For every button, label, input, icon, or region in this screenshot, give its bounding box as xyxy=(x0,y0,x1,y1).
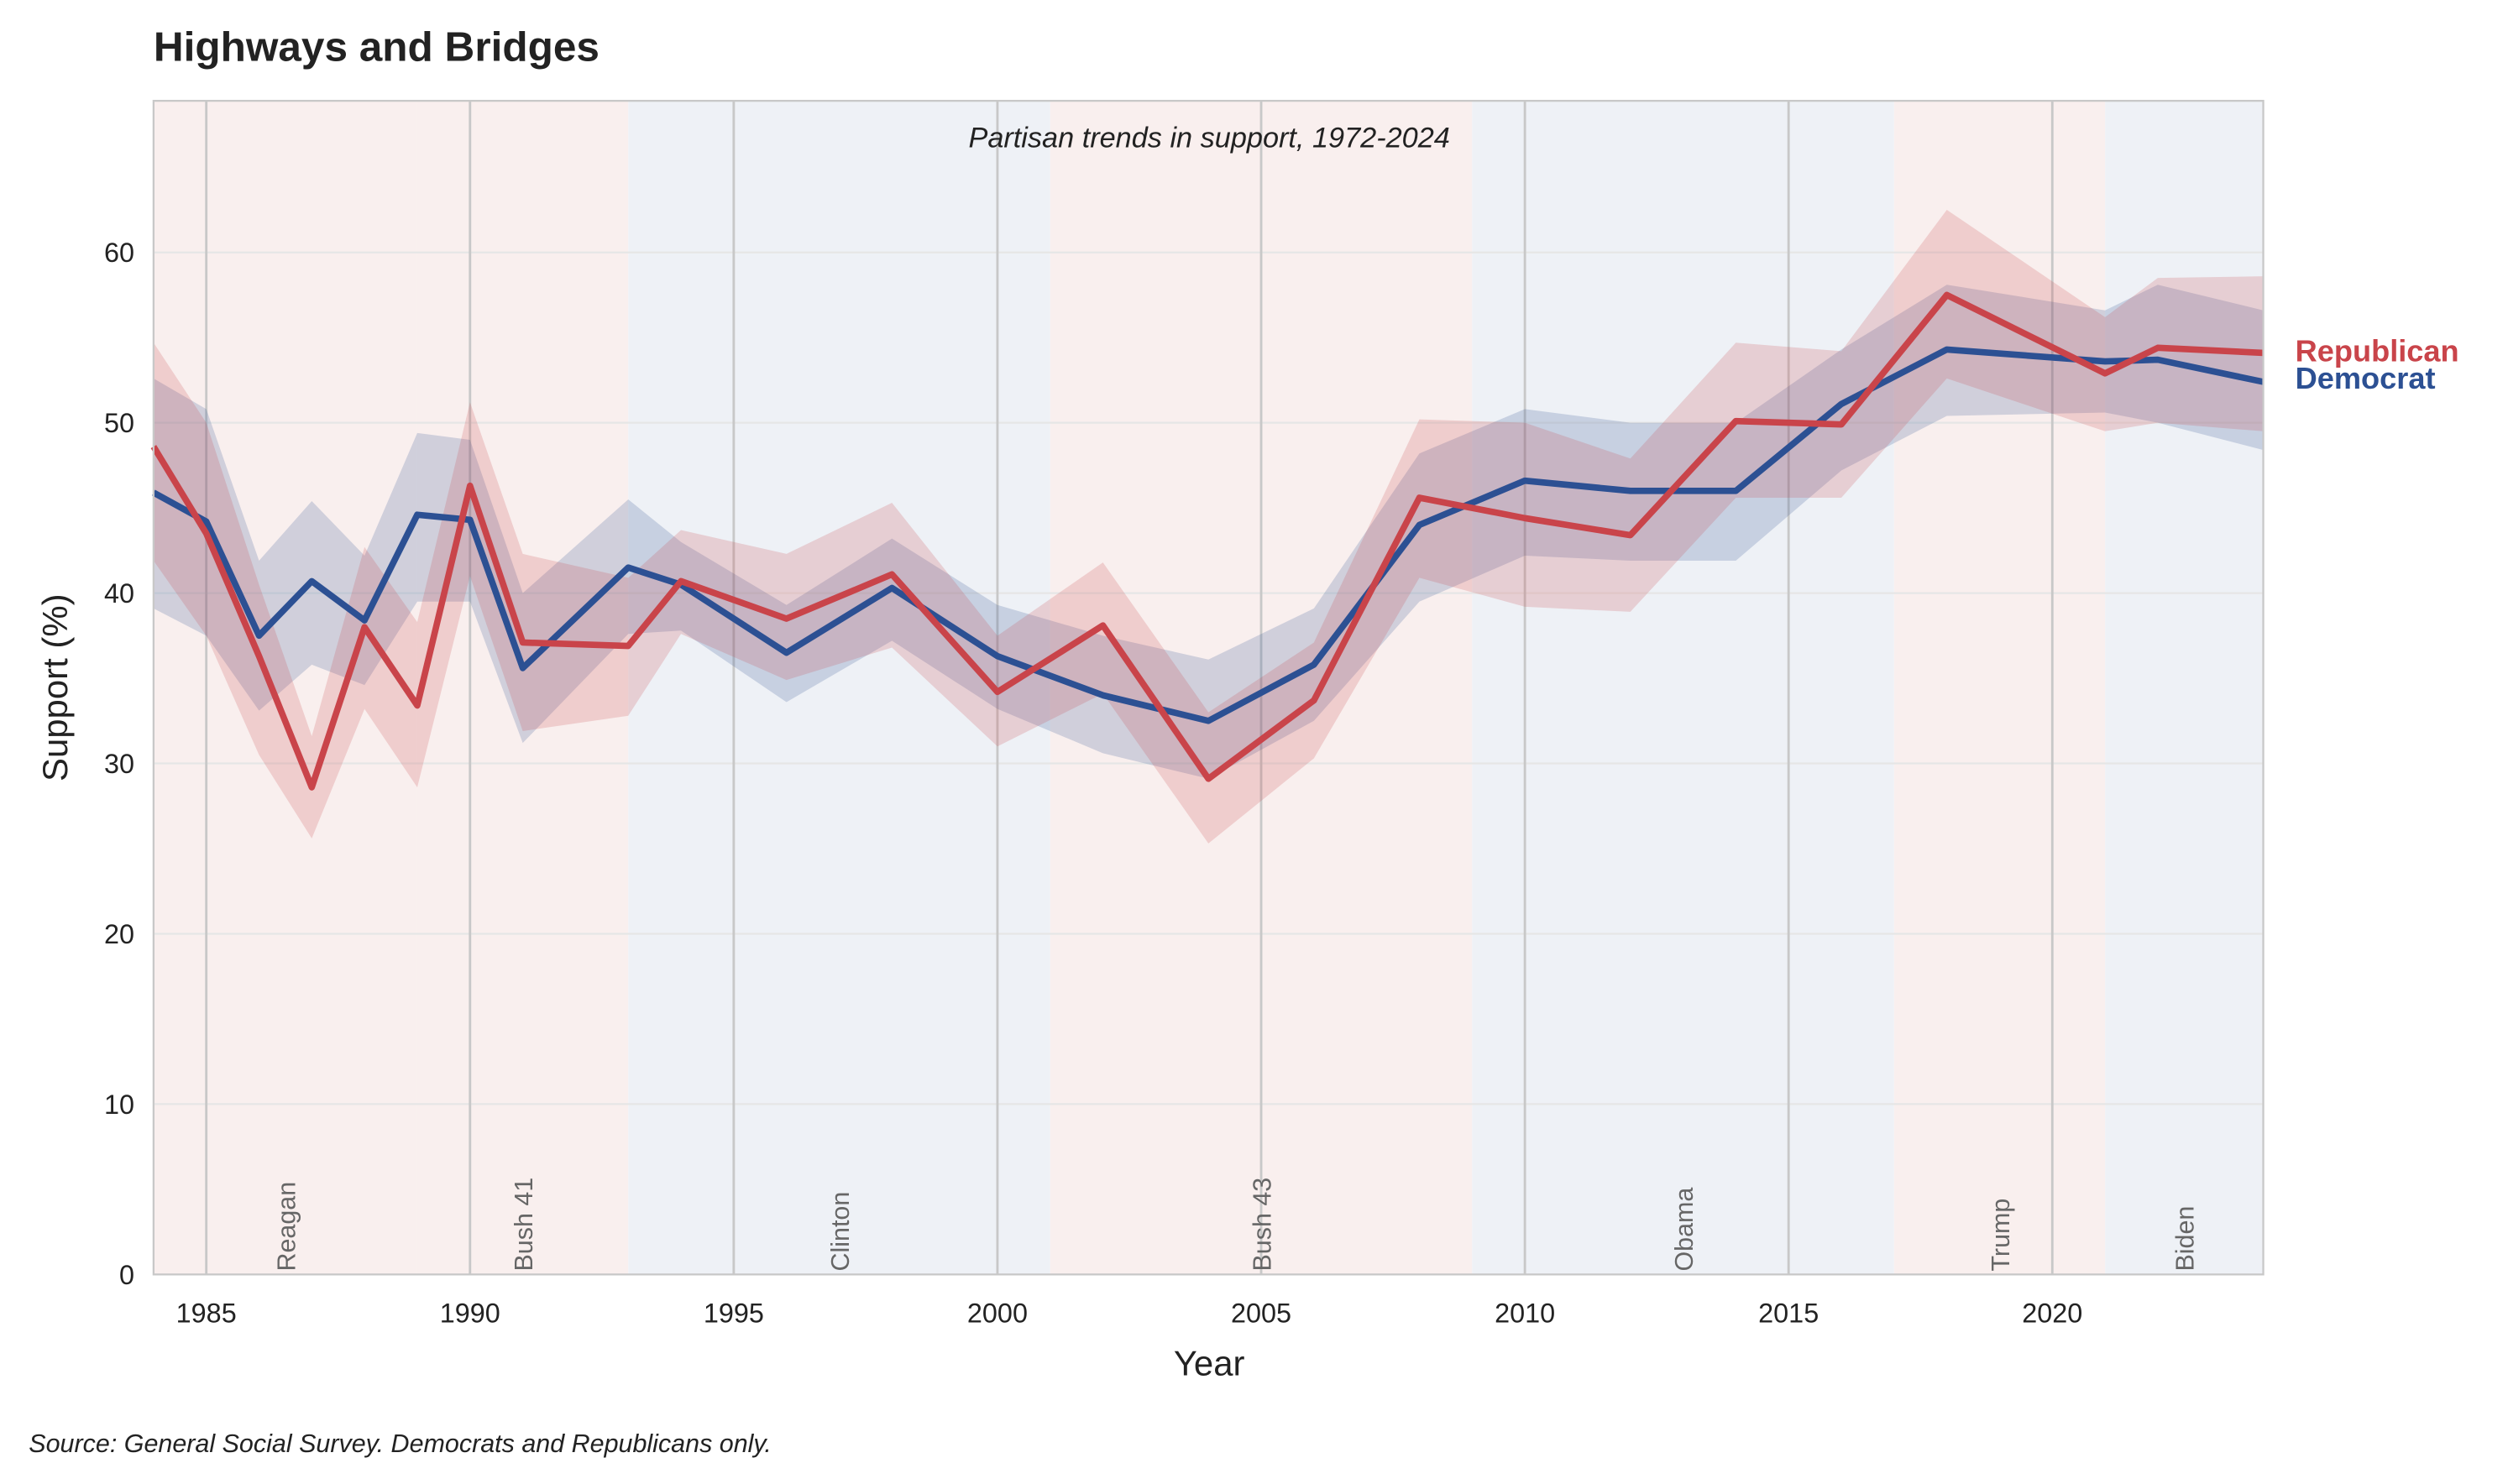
y-tick-label: 0 xyxy=(119,1260,134,1290)
legend-label-democrat: Democrat xyxy=(2296,361,2436,395)
presidency-label: Biden xyxy=(2171,1206,2200,1272)
x-axis-label: Year xyxy=(1174,1343,1245,1382)
presidency-band xyxy=(2105,101,2264,1275)
presidency-band xyxy=(416,101,629,1275)
chart-subtitle: Partisan trends in support, 1972-2024 xyxy=(968,122,1449,154)
plot-frame xyxy=(152,99,2265,1276)
series-lines xyxy=(150,291,2265,791)
y-tick-label: 10 xyxy=(104,1089,134,1120)
presidency-band xyxy=(1893,101,2106,1275)
presidency-label: Clinton xyxy=(826,1192,855,1272)
y-tick-label: 30 xyxy=(104,749,134,779)
y-tick-label: 50 xyxy=(104,408,134,438)
x-tick-label: 2020 xyxy=(2022,1298,2082,1329)
presidency-label: Reagan xyxy=(272,1182,301,1272)
x-tick-label: 2000 xyxy=(967,1298,1028,1329)
x-tick-label: 2015 xyxy=(1758,1298,1819,1329)
presidency-label: Trump xyxy=(1987,1199,2015,1272)
democrat-confidence-band xyxy=(153,285,2264,779)
presidency-labels: Reagan Bush 41 Clinton Bush 43 Obama Trump Bid… xyxy=(272,1178,2199,1272)
y-axis-label: Support (%) xyxy=(35,593,75,781)
x-tick-label: 1985 xyxy=(176,1298,237,1329)
axis-ticks: 0 10 20 30 40 50 60 1985 1990 1995 2000 2005 2010 201… xyxy=(104,238,2082,1328)
presidency-label: Obama xyxy=(1670,1188,1699,1272)
republican-confidence-band xyxy=(153,209,2264,844)
y-tick-label: 20 xyxy=(104,919,134,949)
legend-label-republican: Republican xyxy=(2296,334,2459,368)
presidency-band xyxy=(153,101,417,1275)
y-tick-label: 60 xyxy=(104,238,134,268)
y-tick-label: 40 xyxy=(104,578,134,609)
confidence-bands xyxy=(153,209,2264,844)
chart-title: Highways and Bridges xyxy=(154,24,600,70)
presidency-label: Bush 43 xyxy=(1248,1178,1276,1272)
x-tick-label: 2010 xyxy=(1495,1298,1555,1329)
source-note: Source: General Social Survey. Democrats… xyxy=(29,1429,772,1458)
x-tick-label: 1995 xyxy=(704,1298,764,1329)
presidency-band xyxy=(1472,101,1894,1275)
presidency-band xyxy=(628,101,1050,1275)
x-tick-label: 1990 xyxy=(440,1298,500,1329)
x-tick-label: 2005 xyxy=(1231,1298,1291,1329)
presidency-label: Bush 41 xyxy=(510,1178,538,1272)
